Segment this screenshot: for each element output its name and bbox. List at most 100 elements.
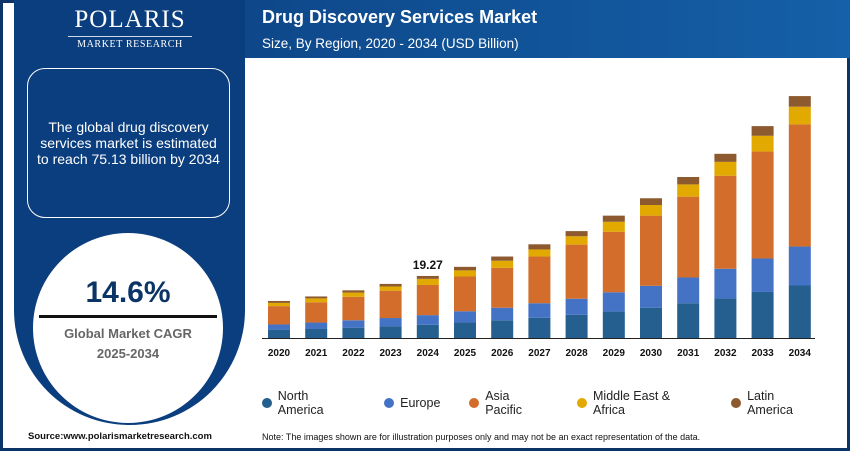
bar-segment-north-america-2030 — [640, 307, 662, 338]
bar-segment-latin-america-2028 — [565, 231, 588, 237]
bar-segment-latin-america-2024 — [416, 275, 439, 279]
bar-segment-asia-pacific-2024 — [416, 284, 439, 316]
bar-segment-north-america-2021 — [305, 328, 328, 338]
bar-segment-asia-pacific-2030 — [640, 215, 662, 286]
bar-segment-europe-2026 — [491, 307, 514, 321]
x-tick-label: 2023 — [379, 348, 402, 359]
legend-item: Latin America — [731, 389, 821, 417]
divider — [39, 315, 217, 318]
legend-label: Asia Pacific — [485, 389, 523, 417]
bar-segment-latin-america-2029 — [602, 215, 625, 222]
bar-segment-north-america-2025 — [454, 322, 476, 338]
bar-segment-latin-america-2025 — [454, 266, 476, 271]
bar-segment-middle-east-africa-2026 — [491, 260, 514, 268]
bar-segment-latin-america-2020 — [268, 300, 290, 303]
bar-segment-latin-america-2026 — [491, 256, 514, 261]
bar-segment-europe-2024 — [416, 315, 439, 325]
bar-segment-europe-2031 — [677, 277, 700, 304]
bar-segment-latin-america-2031 — [677, 177, 700, 185]
bar-segment-north-america-2022 — [342, 327, 365, 338]
bar-segment-asia-pacific-2028 — [565, 244, 588, 299]
legend-label: Latin America — [747, 389, 793, 417]
legend-marker-icon — [469, 398, 480, 408]
bar-segment-europe-2021 — [305, 322, 328, 329]
bar-segment-europe-2033 — [751, 258, 774, 292]
bar-segment-north-america-2024 — [416, 324, 439, 338]
legend-label: Middle East & Africa — [593, 389, 671, 417]
bar-segment-middle-east-africa-2028 — [565, 236, 588, 245]
x-tick-label: 2024 — [417, 348, 440, 359]
bar-segment-europe-2032 — [714, 268, 737, 299]
bar-segment-middle-east-africa-2027 — [528, 249, 551, 257]
cagr-period: 2025-2034 — [96, 346, 160, 361]
legend: North America Europe Asia Pacific Middle Ea… — [262, 389, 850, 417]
bar-segment-latin-america-2021 — [305, 296, 328, 299]
bar-segment-north-america-2028 — [565, 314, 588, 338]
legend-item: North America — [262, 389, 355, 417]
bar-segment-europe-2027 — [528, 303, 551, 318]
bar-segment-europe-2030 — [640, 285, 662, 308]
x-tick-label: 2027 — [528, 348, 551, 359]
bar-segment-middle-east-africa-2025 — [454, 270, 476, 277]
x-tick-label: 2022 — [342, 348, 365, 359]
bar-segment-north-america-2023 — [379, 326, 402, 338]
x-tick-label: 2034 — [789, 348, 812, 359]
logo-tagline: MARKET RESEARCH — [77, 39, 183, 50]
bar-segment-asia-pacific-2020 — [268, 306, 290, 325]
cagr-value: 14.6% — [85, 276, 171, 309]
bar-segment-north-america-2027 — [528, 317, 551, 338]
bar-segment-north-america-2029 — [602, 311, 625, 338]
x-tick-label: 2020 — [268, 348, 291, 359]
x-tick-label: 2029 — [603, 348, 626, 359]
bar-segment-latin-america-2030 — [640, 198, 662, 206]
bar-segment-latin-america-2022 — [342, 290, 365, 293]
chart-title: Drug Discovery Services Market — [262, 7, 538, 27]
x-tick-label: 2025 — [454, 348, 477, 359]
legend-marker-icon — [577, 398, 588, 408]
bar-segment-latin-america-2023 — [379, 283, 402, 287]
bar-segment-asia-pacific-2022 — [342, 296, 365, 321]
bar-segment-middle-east-africa-2031 — [677, 184, 700, 197]
legend-item: Europe — [384, 389, 440, 417]
bar-segment-asia-pacific-2025 — [454, 276, 476, 312]
bar-segment-middle-east-africa-2029 — [602, 221, 625, 232]
x-tick-label: 2021 — [305, 348, 328, 359]
bar-segment-asia-pacific-2021 — [305, 302, 328, 323]
data-label: 19.27 — [413, 258, 443, 272]
bar-segment-asia-pacific-2027 — [528, 256, 551, 304]
logo-name: POLARIS — [74, 6, 186, 33]
bar-segment-north-america-2034 — [788, 285, 811, 338]
x-tick-label: 2031 — [677, 348, 700, 359]
bar-segment-middle-east-africa-2030 — [640, 205, 662, 216]
x-tick-label: 2032 — [714, 348, 737, 359]
summary-text: The global drug discovery services marke… — [37, 119, 220, 167]
bar-segment-middle-east-africa-2034 — [788, 106, 811, 125]
bar-segment-europe-2029 — [602, 292, 625, 312]
cagr-label: Global Market CAGR 2025-2034 — [33, 324, 223, 364]
bar-segment-europe-2023 — [379, 318, 402, 327]
bar-segment-asia-pacific-2029 — [602, 231, 625, 293]
bar-segment-europe-2025 — [454, 311, 476, 323]
legend-marker-icon — [384, 398, 395, 408]
bar-segment-asia-pacific-2023 — [379, 290, 402, 319]
bar-segment-europe-2022 — [342, 320, 365, 328]
legend-label: North America — [277, 389, 324, 417]
bar-segment-middle-east-africa-2022 — [342, 292, 365, 297]
legend-item: Middle East & Africa — [577, 389, 702, 417]
legend-item: Asia Pacific — [469, 389, 548, 417]
bar-segment-latin-america-2034 — [788, 96, 811, 107]
bar-segment-middle-east-africa-2024 — [416, 278, 439, 285]
legend-marker-icon — [262, 398, 272, 408]
bar-segment-north-america-2020 — [268, 329, 290, 338]
x-tick-label: 2033 — [751, 348, 774, 359]
bar-segment-north-america-2032 — [714, 298, 737, 338]
cagr-circle — [33, 233, 223, 423]
x-tick-label: 2030 — [640, 348, 663, 359]
bar-segment-europe-2034 — [788, 246, 811, 286]
note-text: Note: The images shown are for illustrat… — [262, 432, 701, 442]
summary-box: The global drug discovery services marke… — [27, 68, 230, 218]
chart-subtitle: Size, By Region, 2020 - 2034 (USD Billio… — [262, 36, 519, 51]
bar-segment-asia-pacific-2032 — [714, 175, 737, 269]
legend-label: Europe — [400, 396, 441, 410]
